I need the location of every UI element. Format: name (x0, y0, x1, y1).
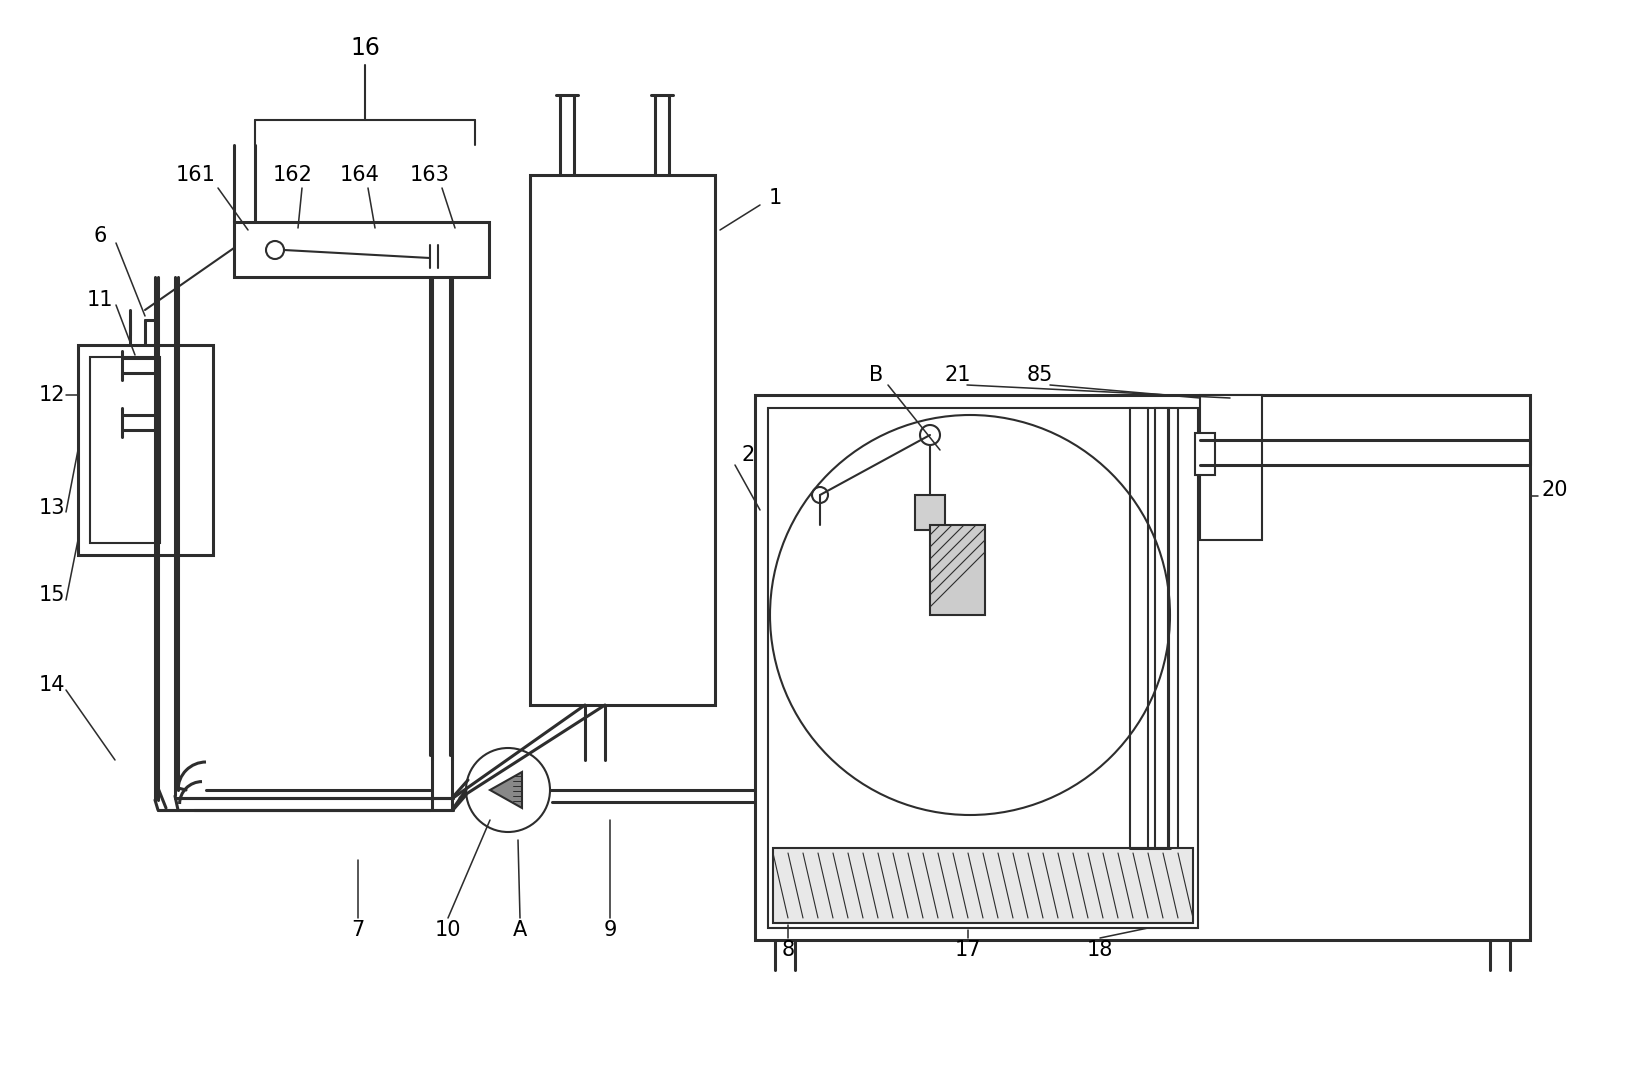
Bar (756, 395, 1531, 940)
Text: 16: 16 (351, 36, 380, 60)
Bar (1195, 433, 1215, 475)
Text: 6: 6 (94, 226, 107, 246)
Bar (1200, 395, 1262, 540)
Text: 13: 13 (40, 498, 66, 519)
Polygon shape (491, 772, 522, 808)
Text: 11: 11 (87, 290, 114, 310)
Text: 17: 17 (955, 940, 981, 960)
Text: B: B (869, 365, 884, 385)
Text: 2: 2 (741, 445, 754, 465)
Text: 12: 12 (40, 385, 66, 405)
Text: A: A (514, 920, 527, 940)
Bar (915, 495, 945, 530)
Bar (234, 222, 489, 277)
Bar (1155, 407, 1169, 848)
Text: 14: 14 (40, 675, 66, 695)
Bar (774, 848, 1193, 923)
Text: 8: 8 (782, 940, 795, 960)
Text: 85: 85 (1027, 365, 1053, 385)
Bar (1131, 407, 1147, 848)
Text: 1: 1 (769, 188, 782, 208)
Bar (530, 175, 714, 705)
Bar (91, 357, 160, 543)
Text: 162: 162 (273, 165, 313, 185)
Text: 163: 163 (410, 165, 449, 185)
Text: 7: 7 (351, 920, 365, 940)
Text: 164: 164 (341, 165, 380, 185)
Text: 10: 10 (435, 920, 461, 940)
Bar (77, 345, 212, 555)
Bar (769, 407, 1198, 928)
Text: 21: 21 (945, 365, 971, 385)
Bar (930, 525, 984, 616)
Text: 18: 18 (1086, 940, 1113, 960)
Text: 20: 20 (1542, 480, 1569, 500)
Text: 15: 15 (40, 585, 66, 605)
Text: 9: 9 (604, 920, 617, 940)
Text: 161: 161 (176, 165, 216, 185)
